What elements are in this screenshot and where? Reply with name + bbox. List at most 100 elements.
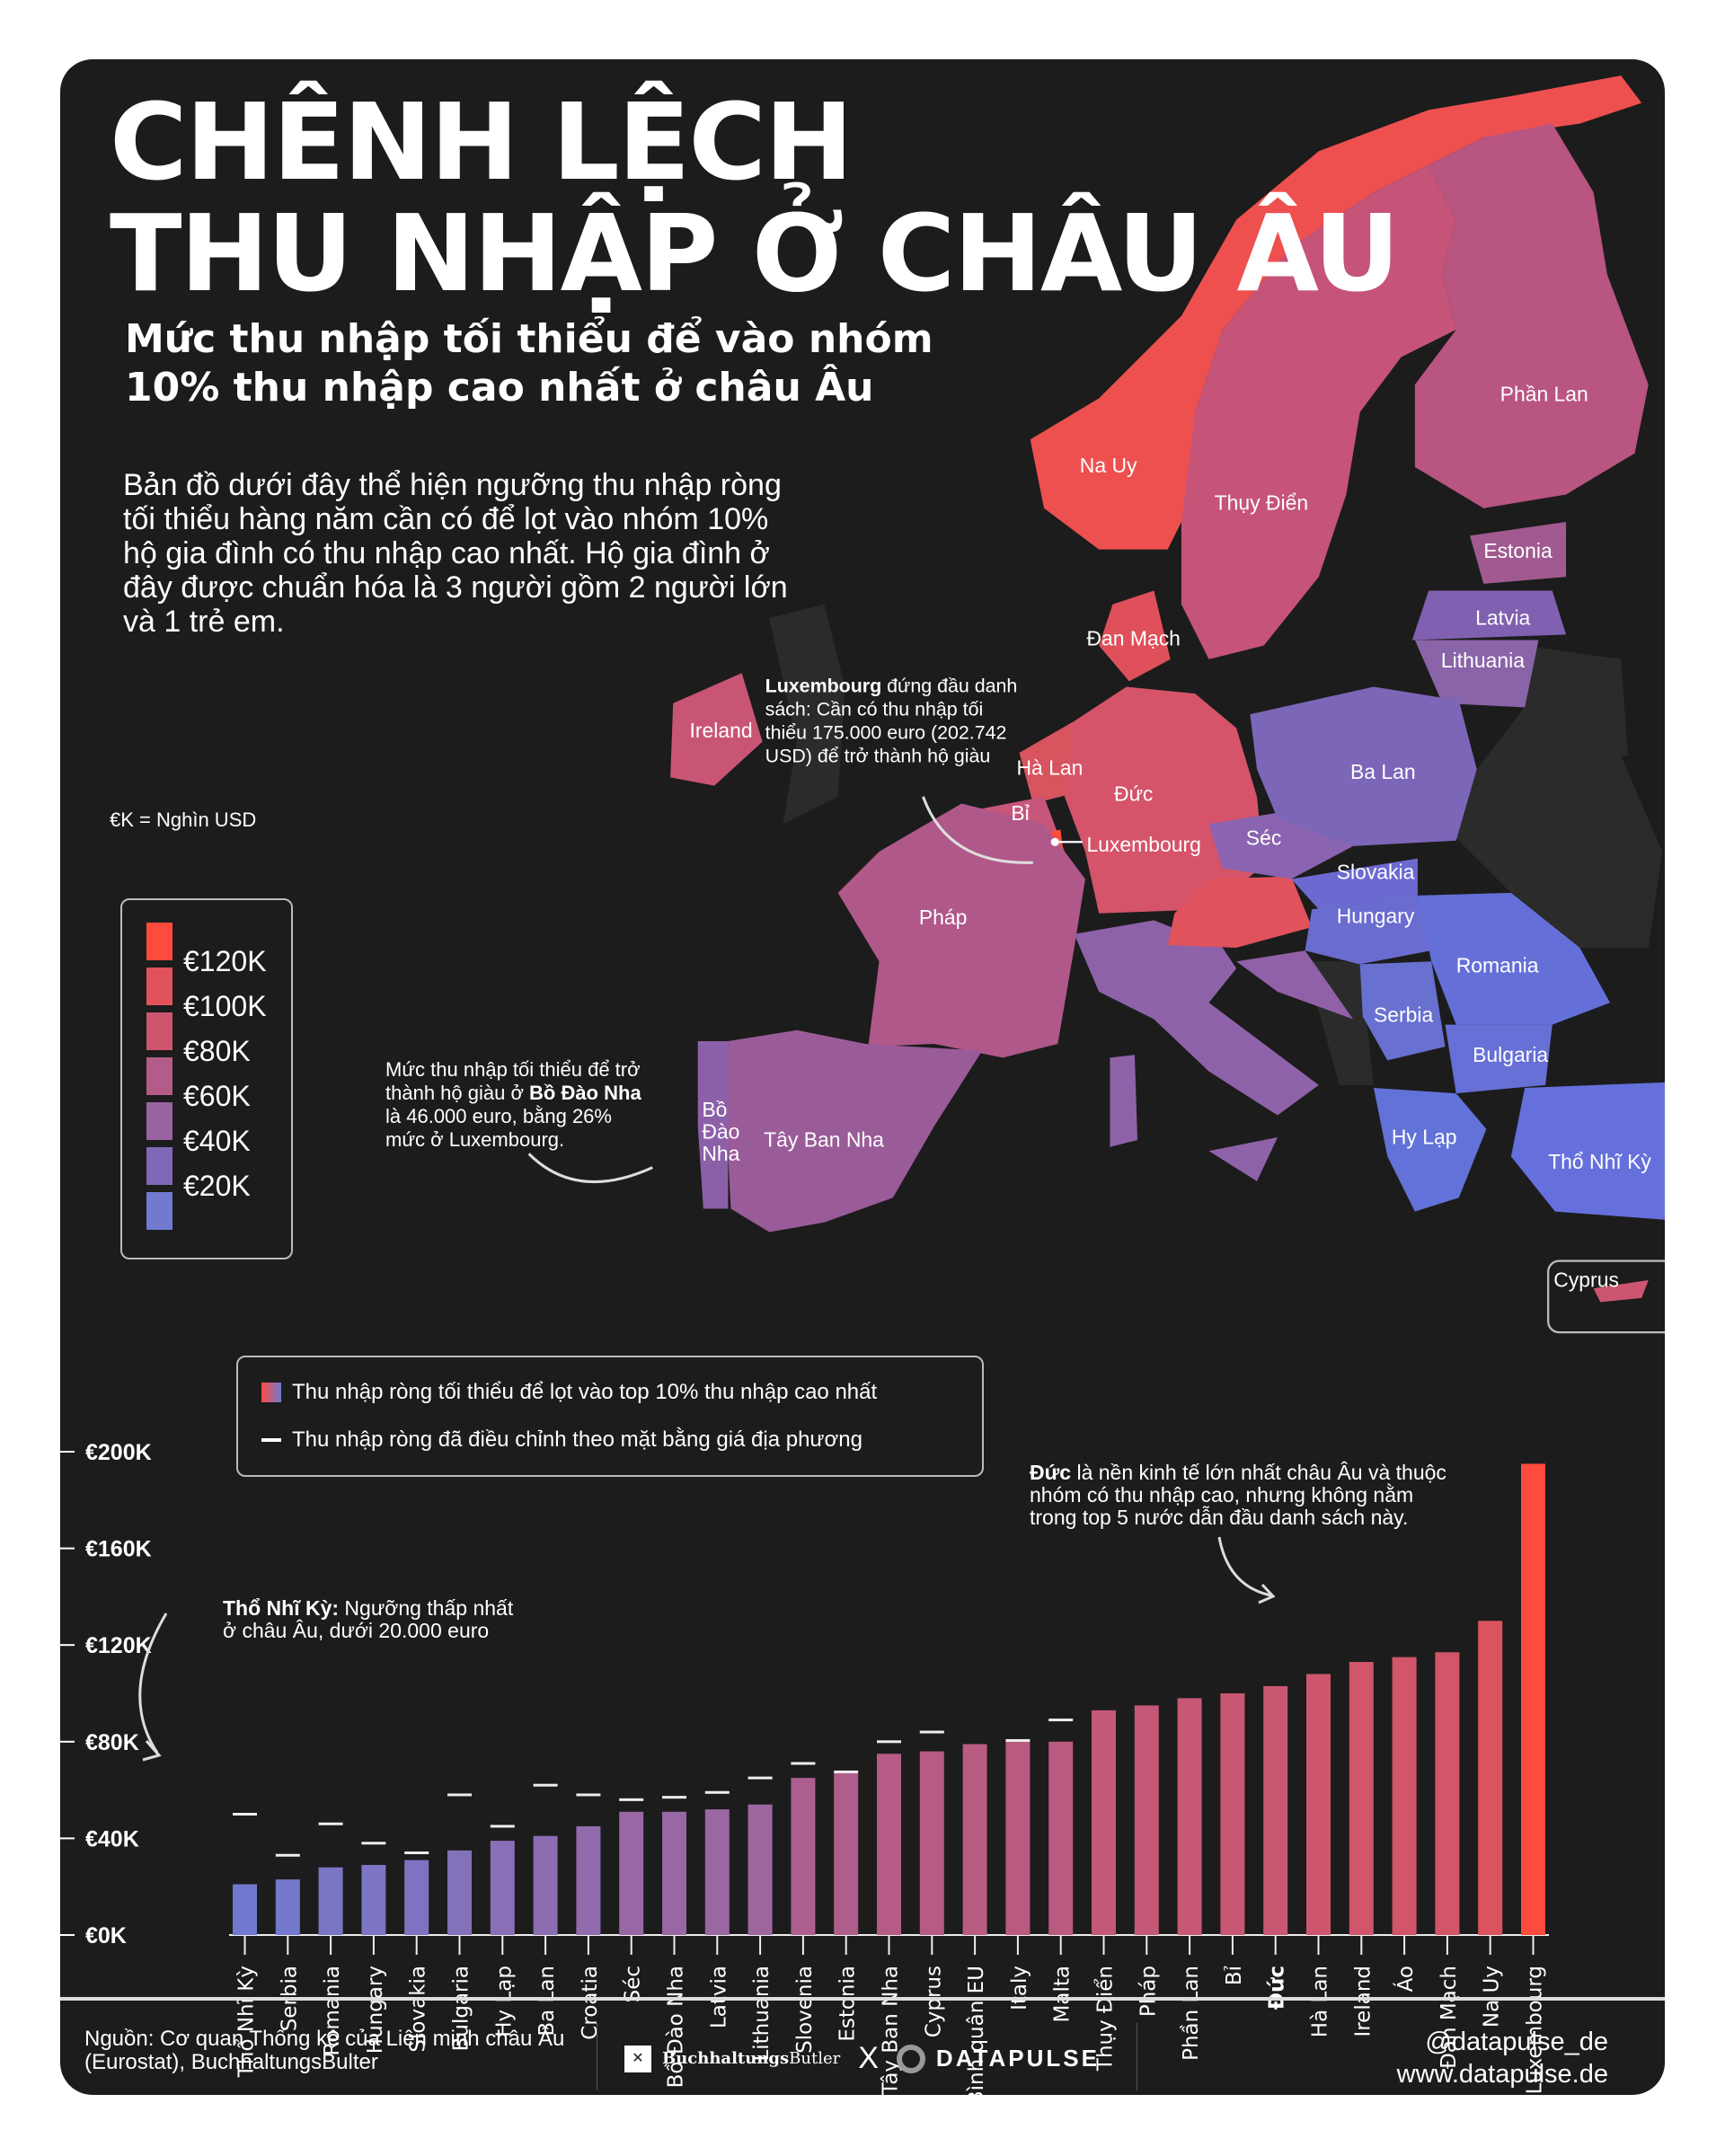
x-tick-label: Ireland <box>1351 1966 1375 2037</box>
x-tick-label: Estonia <box>836 1966 860 2042</box>
luxembourg-note: Luxembourg đứng đầu danh <box>765 676 1018 697</box>
legend-label: €80K <box>183 1035 251 1067</box>
italy-shape <box>1074 920 1319 1116</box>
buchhaltungsbutler-logo: BuchhaltungsButler <box>662 2049 841 2068</box>
adjusted-income-dash <box>1005 1738 1031 1742</box>
x-tick-label: Tây Ban Nha <box>880 1966 903 2095</box>
bar <box>404 1860 429 1935</box>
bar <box>275 1879 300 1935</box>
x-tick-label: Séc <box>622 1966 645 2002</box>
x-tick-label: Slovakia <box>407 1966 430 2053</box>
bar <box>834 1772 859 1935</box>
page-title: CHÊNH LỆCH THU NHẬP Ở CHÂU ÂU <box>110 80 1400 315</box>
label-estonia: Estonia <box>1483 539 1552 562</box>
bar <box>619 1811 644 1935</box>
bar <box>1349 1662 1374 1935</box>
bar <box>791 1778 816 1935</box>
bar <box>361 1864 386 1935</box>
legend-swatch <box>146 923 172 960</box>
label-netherlands: Hà Lan <box>1016 755 1083 779</box>
legend-swatch <box>146 1057 172 1095</box>
legend-swatch <box>146 968 172 1005</box>
denmark-shape <box>1099 590 1171 682</box>
bar <box>1177 1698 1202 1935</box>
adjusted-income-dash <box>748 1776 773 1780</box>
x-tick-label: Pháp <box>1137 1966 1160 2017</box>
bar <box>877 1754 901 1935</box>
ukraine-shape <box>1455 755 1663 949</box>
x-tick-label: Đức <box>1266 1966 1289 2010</box>
slovakia-shape <box>1291 858 1418 910</box>
x-tick-label: Thụy Điển <box>1094 1966 1118 2072</box>
page-subtitle: Mức thu nhập tối thiểu để vào nhóm 10% th… <box>125 316 933 411</box>
bar <box>1392 1657 1417 1935</box>
label-lithuania: Lithuania <box>1441 649 1525 672</box>
poland-shape <box>1250 686 1477 846</box>
social-handle[interactable]: @datapulse_de <box>1425 2028 1608 2056</box>
lithuania-shape <box>1414 640 1539 708</box>
sicily-shape <box>1208 1137 1278 1181</box>
legend-label: Thu nhập ròng đã điều chỉnh theo mặt bằn… <box>292 1427 862 1452</box>
datapulse-logo-icon <box>890 2037 932 2080</box>
bar <box>1092 1710 1116 1935</box>
partner-logos: ✕ BuchhaltungsButler X DATAPULSE <box>624 2037 1100 2080</box>
legend-swatch <box>146 1012 172 1050</box>
adjusted-income-dash <box>576 1793 601 1797</box>
germany-annotation: Đức là nền kinh tế lớn nhất châu Âu và t… <box>1030 1461 1446 1529</box>
y-tick-label: €120K <box>85 1633 152 1658</box>
bar <box>233 1884 257 1935</box>
x-tick-label: Hà Lan <box>1309 1966 1332 2037</box>
luxembourg-marker <box>1050 837 1059 846</box>
x-tick-label: Bồ Đào Nha <box>665 1966 688 2088</box>
adjusted-income-dash <box>919 1730 944 1734</box>
x-tick-label: Slovenia <box>793 1966 817 2054</box>
footer-divider <box>60 1997 1665 2001</box>
buchhaltungsbutler-logo-icon: ✕ <box>624 2045 651 2072</box>
spain-shape <box>725 1029 983 1233</box>
legend-label: €60K <box>183 1080 251 1112</box>
bar <box>533 1835 558 1935</box>
sardinia-shape <box>1110 1055 1138 1147</box>
x-tick-label: Hungary <box>364 1966 387 2054</box>
bar <box>1048 1741 1074 1935</box>
adjusted-income-dash <box>361 1842 386 1845</box>
label-romania: Romania <box>1456 954 1539 977</box>
contact-info: @datapulse_de www.datapulse.de <box>1397 2026 1608 2090</box>
legend-label: €20K <box>183 1170 251 1202</box>
adjusted-income-dash <box>619 1798 644 1801</box>
bar <box>1220 1693 1245 1935</box>
bar <box>318 1867 343 1935</box>
y-tick-label: €0K <box>85 1923 127 1948</box>
website-link[interactable]: www.datapulse.de <box>1396 2060 1608 2089</box>
france-shape <box>837 803 1085 1058</box>
luxembourg-note: USD) để trở thành hộ giàu <box>765 746 991 767</box>
gradient-swatch-icon <box>261 1383 281 1402</box>
x-tick-label: Luxembourg <box>1524 1966 1547 2094</box>
x-tick-label: Romania <box>321 1966 344 2056</box>
label-poland: Ba Lan <box>1350 760 1416 783</box>
x-tick-label: Croatia <box>579 1966 602 2040</box>
label-luxembourg: Luxembourg <box>1086 833 1200 856</box>
x-tick-label: Phần Lan <box>1180 1966 1203 2061</box>
footer: Nguồn: Cơ quan Thống kê của Liên minh ch… <box>60 2001 1665 2095</box>
bar <box>662 1811 686 1935</box>
adjusted-income-dash <box>318 1822 343 1825</box>
austria-shape <box>1167 876 1313 949</box>
turkey-shape <box>1510 1082 1665 1220</box>
adjusted-income-dash <box>662 1796 686 1799</box>
portugal-note: Mức thu nhập tối thiểu để trở thành hộ g… <box>385 1058 641 1151</box>
bulgaria-shape <box>1445 1024 1552 1094</box>
y-tick-label: €40K <box>85 1826 139 1851</box>
y-tick-label: €160K <box>85 1537 152 1562</box>
cyprus-inset-box <box>1547 1259 1665 1334</box>
label-germany: Đức <box>1114 782 1153 805</box>
adjusted-income-dash <box>233 1813 257 1816</box>
hungary-shape <box>1305 895 1432 965</box>
x-tick-label: Đan Mạch <box>1438 1966 1461 2069</box>
luxembourg-note: thiểu 175.000 euro (202.742 <box>765 722 1007 744</box>
croatia-slovenia-shape <box>1236 950 1354 1020</box>
label-spain: Tây Ban Nha <box>764 1128 884 1152</box>
dash-swatch-icon <box>261 1438 281 1442</box>
bar <box>1263 1685 1288 1935</box>
legend-item-threshold: Thu nhập ròng tối thiểu để lọt vào top 1… <box>261 1380 877 1405</box>
